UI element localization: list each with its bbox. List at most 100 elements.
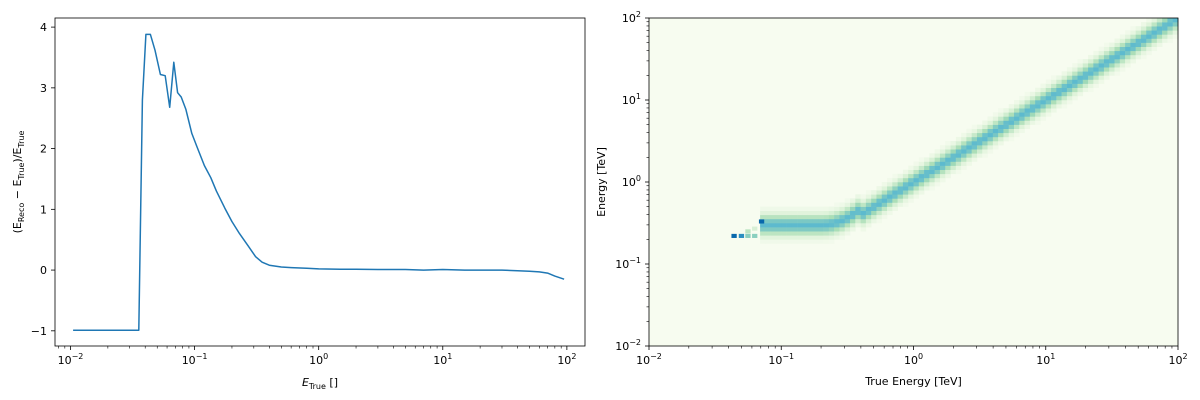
y-tick-label-exp: 2: [636, 10, 641, 19]
heatmap-cell: [745, 229, 751, 234]
heatmap-cell: [1172, 18, 1179, 23]
heatmap-cell: [1035, 112, 1041, 117]
heatmap-cell: [839, 231, 846, 236]
heatmap-cell: [902, 190, 909, 195]
heatmap-cell: [850, 214, 856, 220]
heatmap-cell: [1088, 67, 1094, 72]
heatmap-cell: [828, 223, 835, 228]
heatmap-cell: [902, 202, 909, 207]
heatmap-cell: [950, 153, 957, 158]
heatmap-cell: [1082, 83, 1089, 88]
y-label-part: )/E: [11, 148, 24, 163]
heatmap-cell: [902, 169, 909, 175]
heatmap-cell: [760, 223, 766, 228]
y-tick-label: −1: [31, 325, 47, 338]
heatmap-cell: [1003, 108, 1010, 113]
heatmap-cell: [781, 223, 787, 228]
heatmap-cell: [1051, 104, 1057, 109]
heatmap-cell: [765, 214, 771, 220]
plot-frame: [648, 17, 1179, 347]
heatmap-cell: [1014, 120, 1020, 125]
heatmap-cell: [1045, 104, 1052, 109]
heatmap-cell: [807, 227, 814, 232]
heatmap-cell: [1140, 54, 1147, 60]
heatmap-cell: [1119, 34, 1126, 39]
heatmap-cell: [871, 210, 877, 216]
heatmap-cell: [1109, 63, 1115, 68]
heatmap-cell: [1156, 38, 1163, 43]
heatmap-cell: [1008, 128, 1015, 134]
y-tick-label: 100: [622, 174, 641, 189]
heatmap-cell: [1024, 108, 1031, 113]
heatmap-cell: [855, 223, 861, 228]
heatmap-cell: [897, 182, 904, 187]
heatmap-cell: [1146, 38, 1152, 43]
heatmap-cell: [939, 161, 946, 166]
heatmap-cell: [850, 198, 856, 203]
heatmap-cell: [855, 218, 861, 224]
heatmap-cell: [987, 132, 994, 138]
heatmap-cell: [1103, 71, 1110, 76]
heatmap-cell: [908, 182, 914, 187]
heatmap-cell: [892, 198, 898, 203]
heatmap-cell: [1077, 63, 1084, 68]
heatmap-cell: [982, 145, 988, 150]
heatmap-cell: [1029, 95, 1036, 101]
heatmap-cell: [1156, 42, 1163, 47]
heatmap-cell: [887, 182, 893, 187]
heatmap-cell: [786, 210, 793, 216]
heatmap-cell: [961, 153, 967, 158]
heatmap-cell: [976, 132, 983, 138]
heatmap-cell: [1056, 87, 1062, 93]
heatmap-cell: [1040, 91, 1047, 97]
heatmap-cell: [976, 145, 983, 150]
x-tick-label-exp: 1: [447, 352, 452, 361]
heatmap-cell: [1066, 91, 1073, 97]
heatmap-cell: [924, 161, 930, 166]
x-tick-label-base: 10: [58, 354, 72, 367]
heatmap-cell: [818, 235, 824, 240]
heatmap-cell: [781, 218, 787, 224]
heatmap-cell: [1146, 30, 1152, 35]
heatmap-cell: [1066, 87, 1073, 93]
heatmap-cell: [823, 223, 830, 228]
heatmap-cell: [850, 223, 856, 228]
heatmap-cell: [961, 141, 967, 146]
heatmap-cell: [1098, 46, 1105, 52]
heatmap-cell: [1119, 54, 1126, 60]
heatmap-cell: [1167, 22, 1174, 27]
heatmap-cell: [1156, 26, 1163, 31]
x-tick-label-base: 10: [433, 354, 447, 367]
heatmap-cell: [839, 218, 846, 224]
heatmap-cell: [1072, 79, 1078, 84]
heatmap-cell: [770, 231, 777, 236]
y-tick-label-base: 10: [622, 94, 636, 107]
heatmap-cell: [892, 194, 898, 199]
heatmap-cell: [797, 210, 803, 216]
heatmap-cell: [924, 182, 930, 187]
heatmap-cell: [1003, 124, 1010, 129]
x-label-sub: True: [308, 382, 326, 391]
heatmap-cell: [1035, 87, 1041, 93]
heatmap-cell: [1119, 63, 1126, 68]
heatmap-cell: [1019, 120, 1025, 125]
heatmap-cell: [1151, 38, 1158, 43]
heatmap-cell: [1066, 79, 1073, 84]
heatmap-cell: [791, 206, 798, 211]
heatmap-cell: [1029, 108, 1036, 113]
heatmap-cell: [892, 202, 898, 207]
heatmap-cell: [1061, 75, 1068, 80]
heatmap-cell: [855, 202, 861, 207]
heatmap-cell: [1035, 95, 1041, 101]
heatmap-cell: [765, 227, 771, 232]
heatmap-cell: [860, 223, 867, 228]
heatmap-cell: [1051, 83, 1057, 88]
x-tick-label-exp: 1: [1050, 352, 1055, 361]
heatmap-cell: [865, 214, 872, 220]
heatmap-cell: [818, 223, 824, 228]
heatmap-cell: [844, 218, 851, 224]
x-tick-label: 10−1: [182, 352, 208, 367]
x-label-main: E: [302, 376, 309, 389]
heatmap-cell: [818, 231, 824, 236]
heatmap-cell: [1014, 112, 1020, 117]
